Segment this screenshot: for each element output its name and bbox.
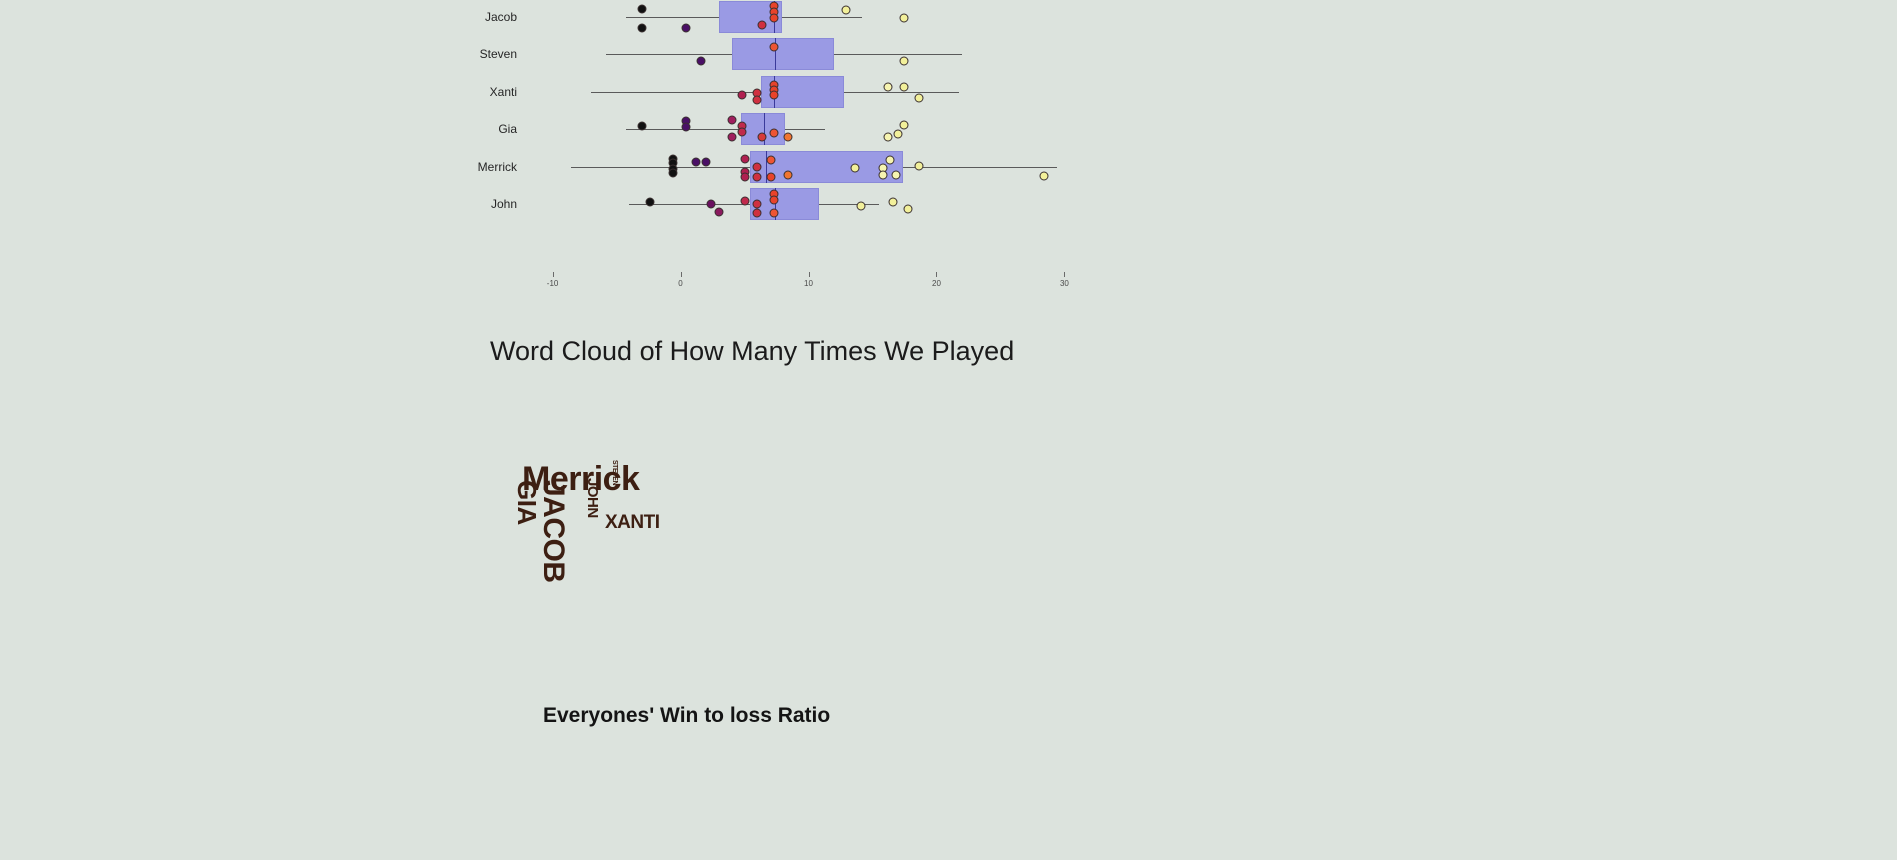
games-played-boxplot: Jacob Steven Xanti Gia Merrick John -10 0 10 20 3… [0,0,1897,300]
boxplot-data-point [899,120,909,130]
wordcloud-canvas: Merrick GIA JACOB JOHN STEVEN XANTI [500,410,900,610]
boxplot-axis-tick [552,272,554,277]
boxplot-data-point [681,23,691,33]
boxplot-data-point [766,172,776,182]
boxplot-data-point [899,82,909,92]
boxplot-data-point [769,195,779,205]
boxplot-data-point [769,42,779,52]
wordcloud-word-john: JOHN [584,478,601,518]
boxplot-data-point [637,4,647,14]
wordcloud-word-jacob: JACOB [537,480,570,583]
win-loss-ratio-section: Everyones' Win to loss Ratio Stevens' Wi… [0,660,1897,860]
wordcloud-word-xanti: XANTI [605,512,660,533]
wordcloud-section: Word Cloud of How Many Times We Played M… [0,300,1897,660]
boxplot-axis-tick-label: 0 [678,279,683,288]
boxplot-data-point [888,197,898,207]
boxplot-whisker [625,129,826,130]
boxplot-row-label-jacob: Jacob [484,10,517,24]
boxplot-data-point [878,170,888,180]
boxplot-data-point [645,197,655,207]
boxplot-axis-tick-label: 20 [932,279,941,288]
boxplot-data-point [752,172,762,182]
wordcloud-title: Word Cloud of How Many Times We Played [490,336,1015,366]
boxplot-data-point [903,204,913,214]
boxplot-data-point [1039,171,1049,181]
boxplot-data-point [727,132,737,142]
boxplot-data-point [783,170,793,180]
ratio-section-title: Everyones' Win to loss Ratio [543,704,831,727]
boxplot-data-point [681,122,691,132]
boxplot-data-point [637,23,647,33]
boxplot-data-point [706,199,716,209]
boxplot-data-point [769,90,779,100]
boxplot-axis-tick-label: -10 [546,279,559,288]
boxplot-data-point [769,128,779,138]
boxplot-data-point [769,208,779,218]
boxplot-row-label-gia: Gia [498,122,517,136]
boxplot-axis-tick [936,272,938,277]
boxplot-data-point [893,129,903,139]
wordcloud-word-steven: STEVEN [611,460,618,486]
boxplot-data-point [752,95,762,105]
boxplot-data-point [914,161,924,171]
boxplot-row-label-merrick: Merrick [477,160,517,174]
wordcloud-word-merrick: Merrick [522,460,640,498]
boxplot-data-point [885,155,895,165]
boxplot-axis-tick [1064,272,1066,277]
boxplot-data-point [841,5,851,15]
boxplot-data-point [691,157,701,167]
boxplot-data-point [752,208,762,218]
boxplot-data-point [727,115,737,125]
boxplot-median-line [763,113,765,145]
boxplot-data-point [757,132,767,142]
boxplot-data-point [752,199,762,209]
boxplot-median-line [775,38,777,70]
boxplot-data-point [899,13,909,23]
boxplot-data-point [737,127,747,137]
boxplot-data-point [883,82,893,92]
boxplot-row-label-xanti: Xanti [489,85,517,99]
boxplot-median-line [766,151,768,183]
boxplot-data-point [769,13,779,23]
boxplot-data-point [740,154,750,164]
boxplot-data-point [891,170,900,180]
boxplot-data-point [850,163,860,173]
boxplot-data-point [701,157,711,167]
boxplot-data-point [714,207,724,217]
boxplot-axis-tick-label: 30 [1059,279,1069,288]
boxplot-data-point [668,168,678,178]
boxplot-data-point [766,155,776,165]
boxplot-data-point [637,121,647,131]
boxplot-axis-tick [680,272,682,277]
boxplot-row-label-john: John [490,197,517,211]
boxplot-data-point [783,132,793,142]
boxplot-box [731,38,835,70]
boxplot-data-point [757,20,767,30]
boxplot-data-point [740,196,750,206]
boxplot-box [749,188,819,220]
boxplot-data-point [737,90,747,100]
boxplot-data-point [914,93,924,103]
boxplot-data-point [856,201,866,211]
boxplot-axis-tick-label: 10 [804,279,813,288]
boxplot-data-point [696,56,706,66]
boxplot-axis-tick [808,272,810,277]
boxplot-data-point [899,56,909,66]
boxplot-data-point [740,172,750,182]
boxplot-data-point [883,132,893,142]
boxplot-data-point [752,162,762,172]
boxplot-row-label-steven: Steven [479,47,517,61]
